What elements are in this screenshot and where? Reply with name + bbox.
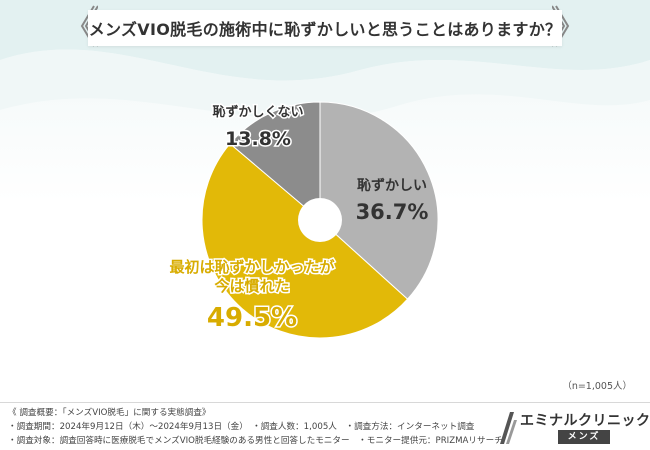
clinic-logo: エミナルクリニック メンズ xyxy=(498,410,650,446)
pie-slice-used-to-it xyxy=(201,142,409,339)
survey-overview: 《 調査概要：「メンズVIO脱毛」に関する実態調査》 ・調査期間：2024年9月… xyxy=(8,406,503,448)
sample-size-note: （n=1,005人） xyxy=(562,381,632,392)
slice-label-not-embarrassed: 恥ずかしくない xyxy=(212,104,303,120)
chart-title: メンズVIO脱毛の施術中に恥ずかしいと思うことはありますか？ xyxy=(88,20,562,39)
clinic-name: エミナルクリニック xyxy=(520,413,650,429)
pie-slice-hazukashii xyxy=(319,101,439,300)
footer-divider xyxy=(0,402,650,403)
survey-overview-heading: 《 調査概要：「メンズVIO脱毛」に関する実態調査》 xyxy=(8,408,211,418)
logo-mark-icon xyxy=(500,412,517,444)
slice-value-hazukashii: 36.7% xyxy=(356,200,429,224)
donut-center-hole xyxy=(298,198,342,242)
slice-value-not-embarrassed: 13.8% xyxy=(225,128,291,150)
slice-value-used-to-it: 49.5% xyxy=(207,303,297,333)
title-bar: メンズVIO脱毛の施術中に恥ずかしいと思うことはありますか？ xyxy=(88,10,562,46)
slice-label-used-to-it-line1: 最初は恥ずかしかったが xyxy=(169,258,335,276)
survey-period-line: ・調査期間：2024年9月12日（木）～2024年9月13日（金） ・調査人数：… xyxy=(8,422,475,432)
slice-label-hazukashii: 恥ずかしい xyxy=(357,177,427,194)
survey-target-line: ・調査対象：調査回答時に医療脱毛でメンズVIO脱毛経験のある男性と回答したモニタ… xyxy=(8,436,503,446)
clinic-badge: メンズ xyxy=(558,430,610,444)
slice-label-used-to-it-line2: 今は慣れた xyxy=(213,277,289,295)
pie-slice-not-embarrassed xyxy=(229,101,321,222)
